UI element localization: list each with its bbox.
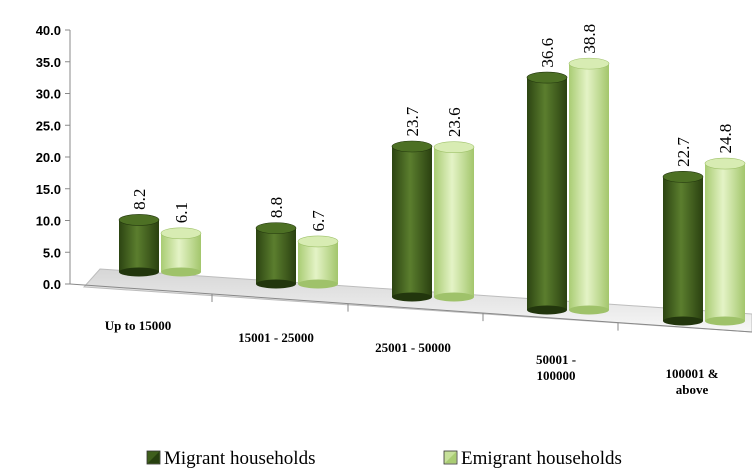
bars: [118, 57, 746, 326]
legend: Migrant households Emigrant households: [146, 448, 622, 469]
x-category-label: 100000: [537, 368, 576, 383]
bar-body: [298, 241, 338, 284]
x-category-label: 100001 &: [665, 366, 718, 381]
bar-emigrant: [433, 141, 475, 302]
x-category-label: Up to 15000: [105, 318, 171, 333]
bar-body: [663, 176, 703, 321]
bar-migrant: [662, 171, 704, 326]
y-tick-label: 35.0: [36, 55, 61, 70]
bar-body: [392, 146, 432, 297]
bar-base: [527, 305, 567, 315]
y-tick-label: 15.0: [36, 182, 61, 197]
bar-migrant: [526, 71, 568, 315]
bar-cap: [391, 140, 433, 153]
bar-cap: [118, 214, 160, 226]
bar-body: [256, 228, 296, 284]
data-label: 23.6: [445, 107, 464, 137]
bar-cap: [568, 57, 610, 70]
bar-base: [569, 305, 609, 315]
bar-emigrant: [704, 157, 746, 326]
data-label: 6.1: [172, 202, 191, 223]
bar-migrant: [255, 222, 297, 289]
data-label: 22.7: [674, 137, 693, 167]
bar-body: [161, 233, 201, 272]
bar-body: [119, 219, 159, 272]
y-tick-label: 30.0: [36, 87, 61, 102]
y-tick-label: 40.0: [36, 23, 61, 38]
bar-base: [161, 267, 201, 277]
x-category-label: 25001 - 50000: [375, 340, 451, 355]
legend-label: Migrant households: [164, 448, 315, 469]
bar-emigrant: [160, 227, 202, 277]
bar-base: [434, 292, 474, 302]
data-label: 24.8: [716, 124, 735, 154]
x-category-label: 50001 -: [536, 352, 576, 367]
data-label: 38.8: [580, 24, 599, 54]
legend-label: Emigrant households: [461, 448, 622, 469]
bar-emigrant: [297, 235, 339, 289]
bar-base: [392, 292, 432, 302]
bar-cap: [526, 71, 568, 84]
y-tick-label: 10.0: [36, 214, 61, 229]
bar-body: [527, 77, 567, 310]
data-label: 6.7: [309, 210, 328, 232]
category-labels: Up to 15000 15001 - 25000 25001 - 50000 500…: [105, 318, 719, 397]
bar-cap: [433, 141, 475, 153]
bar-migrant: [391, 140, 433, 302]
y-tick-label: 0.0: [43, 277, 61, 292]
bar-base: [663, 316, 703, 326]
data-labels: 8.2 6.1 8.8 6.7 23.7 23.6 36.6 38.8 22.7 24.8: [130, 24, 735, 232]
data-label: 8.8: [267, 197, 286, 218]
bar-base: [705, 316, 745, 326]
bar-base: [119, 267, 159, 277]
y-axis: 0.0 5.0 10.0 15.0 20.0 25.0 30.0 35.0 40.0: [36, 23, 71, 292]
y-tick-label: 20.0: [36, 150, 61, 165]
bar-cap: [704, 157, 746, 170]
bar-cap: [297, 235, 339, 248]
data-label: 36.6: [538, 38, 557, 68]
data-label: 8.2: [130, 189, 149, 210]
legend-swatch-shade: [445, 452, 456, 463]
bar-migrant: [118, 214, 160, 277]
bar-body: [705, 163, 745, 321]
x-category-label: above: [676, 382, 709, 397]
bar-base: [298, 279, 338, 289]
bar-cap: [662, 171, 704, 183]
bar-base: [256, 279, 296, 289]
bar-body: [434, 147, 474, 297]
bar-emigrant: [568, 57, 610, 315]
bar-cap: [255, 222, 297, 234]
bar-cap: [160, 227, 202, 240]
y-tick-label: 5.0: [43, 245, 61, 260]
x-axis-line: [69, 283, 752, 333]
data-label: 23.7: [403, 106, 422, 136]
bar-body: [569, 63, 609, 311]
x-category-label: 15001 - 25000: [238, 330, 314, 345]
legend-swatch-shade: [148, 452, 159, 463]
y-tick-label: 25.0: [36, 118, 61, 133]
